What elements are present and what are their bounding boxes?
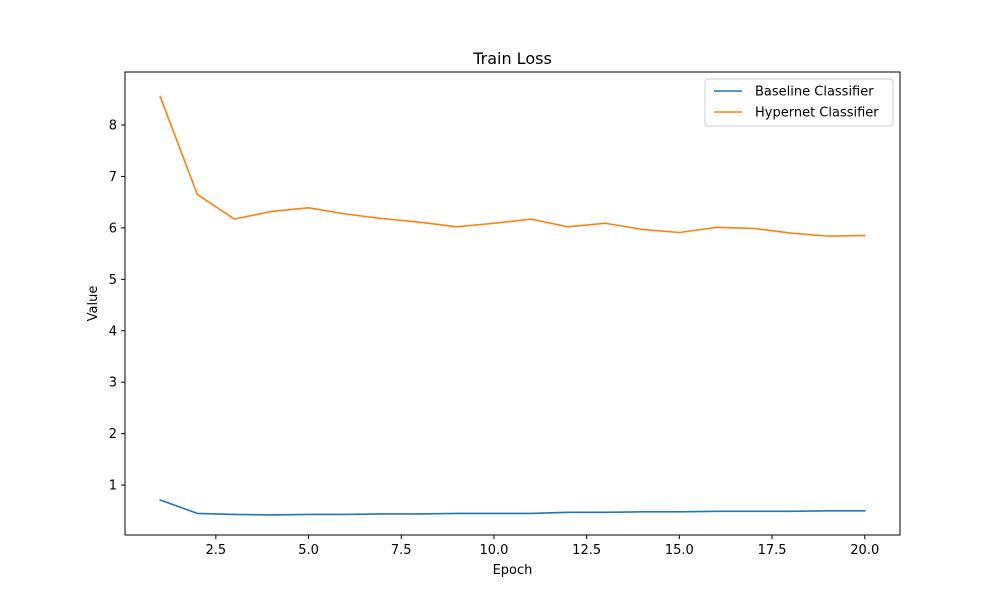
legend-box — [704, 78, 894, 127]
series-line-baseline-classifier — [159, 498, 866, 516]
x-tick-label: 20.0 — [850, 543, 879, 558]
legend-label-hypernet-classifier: Hypernet Classifier — [755, 106, 879, 121]
y-tick-label: 4 — [109, 324, 117, 339]
x-tick-label: 12.5 — [572, 543, 601, 558]
y-tick-label: 2 — [109, 427, 117, 442]
x-tick-label: 15.0 — [665, 543, 694, 558]
legend-label-baseline-classifier: Baseline Classifier — [755, 85, 874, 100]
y-tick-label: 3 — [109, 376, 117, 391]
y-tick-label: 8 — [109, 118, 117, 133]
x-tick-label: 2.5 — [206, 543, 227, 558]
x-tick-label: 10.0 — [479, 543, 508, 558]
series-layer — [159, 95, 866, 516]
legend: Baseline Classifier Hypernet Classifier — [704, 78, 894, 127]
x-axis-ticks: 2.5 5.0 7.5 10.0 12.5 15.0 17.5 20.0 — [206, 535, 879, 558]
x-tick-label: 17.5 — [758, 543, 787, 558]
x-tick-label: 5.0 — [298, 543, 319, 558]
x-tick-label: 7.5 — [391, 543, 412, 558]
y-axis-label: Value — [86, 286, 101, 322]
chart-title: Train Loss — [472, 49, 552, 68]
series-line-hypernet-classifier — [159, 95, 866, 237]
x-axis-label: Epoch — [493, 563, 533, 578]
plot-area-frame — [124, 71, 901, 536]
y-tick-label: 6 — [109, 221, 117, 236]
y-tick-label: 5 — [109, 273, 117, 288]
y-axis-ticks: 1 2 3 4 5 6 7 8 — [109, 118, 125, 494]
y-tick-label: 7 — [109, 170, 117, 185]
y-tick-label: 1 — [109, 479, 117, 494]
